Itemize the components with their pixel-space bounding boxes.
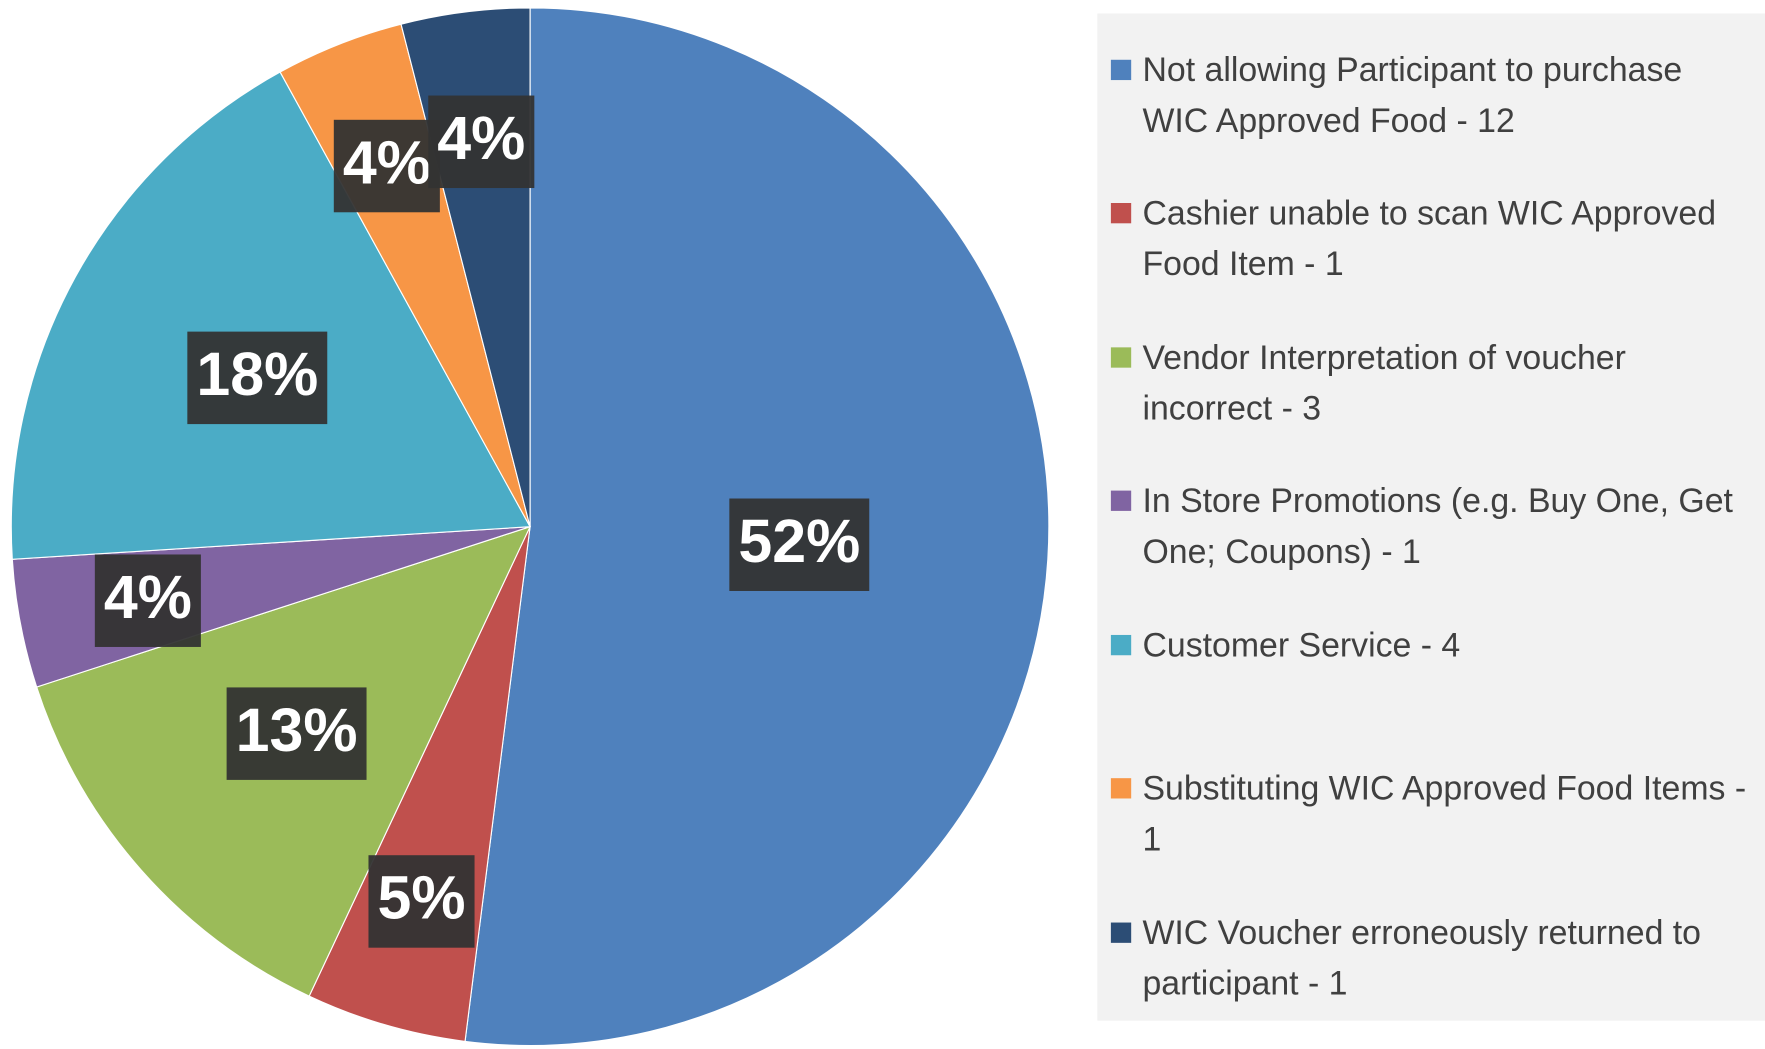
pie-slice [10, 71, 531, 560]
label-box [333, 119, 440, 213]
data-label-text: 4% [343, 128, 431, 196]
data-label-text: 52% [738, 507, 860, 575]
legend-label: In Store Promotions (e.g. Buy One, Get O… [1142, 482, 1733, 571]
legend-swatch [1110, 778, 1132, 799]
legend: Not allowing Participant to purchase WIC… [1097, 13, 1765, 1021]
data-label-text: 5% [378, 864, 466, 932]
legend-swatch [1110, 347, 1132, 368]
label-box [187, 331, 328, 425]
legend-label: Customer Service - 4 [1142, 627, 1461, 665]
label-box [428, 95, 535, 189]
legend-label: Cashier unable to scan WIC Approved Food… [1142, 195, 1717, 284]
legend-swatch [1110, 490, 1132, 511]
legend-swatch [1110, 203, 1132, 224]
label-box [729, 498, 870, 591]
data-label-text: 4% [104, 563, 192, 631]
data-label: 4% [94, 554, 201, 647]
label-box [226, 687, 367, 780]
legend-label: Substituting WIC Approved Food Items - 1 [1142, 770, 1747, 859]
data-label-text: 4% [437, 104, 525, 172]
data-label: 18% [187, 331, 328, 425]
label-box [94, 554, 201, 647]
legend-swatch [1110, 634, 1132, 656]
data-label: 13% [226, 687, 367, 780]
label-box [368, 855, 475, 948]
data-label-text: 18% [196, 340, 318, 408]
legend-swatch [1110, 59, 1132, 81]
data-label: 5% [368, 855, 475, 948]
legend-swatch [1110, 922, 1132, 943]
legend-label: Vendor Interpretation of voucher incorre… [1142, 339, 1626, 428]
data-label: 4% [333, 119, 440, 213]
data-label: 4% [428, 95, 535, 189]
legend-label: WIC Voucher erroneously returned to part… [1142, 914, 1702, 1003]
pie-slice [308, 526, 531, 1043]
data-label: 52% [729, 498, 870, 591]
data-label-text: 13% [236, 696, 358, 764]
pie-chart: 52%5%13%4%18%4% 4% [10, 7, 1050, 1046]
legend-label: Not allowing Participant to purchase WIC… [1142, 51, 1683, 140]
